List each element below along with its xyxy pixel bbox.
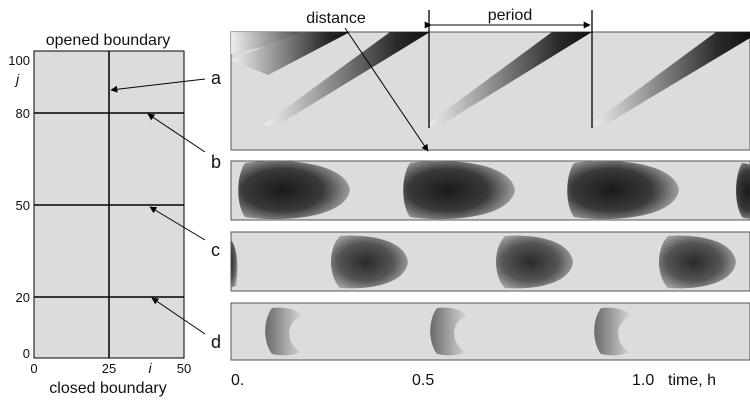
time-tick-0: 0. bbox=[231, 372, 244, 389]
stripe-front bbox=[231, 32, 350, 75]
y-tick-80: 80 bbox=[16, 106, 30, 121]
front-blob bbox=[238, 161, 350, 220]
x-tick-0: 0 bbox=[30, 361, 37, 376]
pointer-label-b: b bbox=[211, 152, 221, 172]
stripe-front bbox=[263, 32, 430, 125]
time-axis: 0. 0.5 1.0 time, h bbox=[231, 372, 716, 389]
y-tick-50: 50 bbox=[16, 198, 30, 213]
panel-b bbox=[230, 160, 750, 221]
stripe-front bbox=[426, 32, 592, 125]
time-tick-0-5: 0.5 bbox=[412, 372, 434, 389]
stripe-front bbox=[590, 32, 750, 125]
distance-label: distance bbox=[306, 10, 366, 27]
pointers: a b c d bbox=[110, 68, 222, 352]
period-label: period bbox=[488, 7, 532, 24]
x-axis-label: i bbox=[148, 360, 152, 376]
pointer-arrow-c bbox=[149, 206, 206, 241]
front-blob bbox=[567, 161, 679, 220]
front-blob bbox=[403, 161, 515, 220]
front-blob bbox=[496, 235, 573, 289]
time-tick-1-0: 1.0 bbox=[632, 372, 654, 389]
y-tick-20: 20 bbox=[16, 290, 30, 305]
pointer-label-c: c bbox=[211, 240, 220, 260]
time-axis-label: time, h bbox=[668, 372, 716, 389]
front-blob bbox=[331, 235, 408, 289]
closed-boundary-label: closed boundary bbox=[49, 380, 166, 397]
pointer-label-d: d bbox=[211, 332, 221, 352]
x-tick-25: 25 bbox=[102, 361, 116, 376]
front-crescent bbox=[594, 307, 631, 356]
pointer-arrow-a bbox=[110, 78, 206, 93]
grid-panel: opened boundary 100 j 80 50 20 0 0 25 i … bbox=[8, 32, 191, 397]
panel-a bbox=[230, 10, 750, 151]
panel-d-frame bbox=[230, 302, 750, 361]
y-axis-label: j bbox=[14, 71, 20, 87]
front-crescent bbox=[265, 307, 302, 356]
front-crescent bbox=[430, 307, 467, 356]
opened-boundary-label: opened boundary bbox=[46, 32, 171, 49]
pointer-arrow-b bbox=[147, 113, 206, 153]
panel-d bbox=[230, 302, 750, 361]
front-blob bbox=[736, 163, 750, 219]
front-blob bbox=[659, 235, 736, 289]
pointer-label-a: a bbox=[211, 68, 222, 88]
front-blob bbox=[231, 239, 238, 288]
x-tick-50: 50 bbox=[177, 361, 191, 376]
y-tick-100: 100 bbox=[8, 53, 30, 68]
panel-c bbox=[230, 231, 750, 292]
distance-arrow bbox=[344, 27, 429, 152]
pointer-arrow-d bbox=[151, 297, 206, 335]
y-tick-0: 0 bbox=[23, 346, 30, 361]
